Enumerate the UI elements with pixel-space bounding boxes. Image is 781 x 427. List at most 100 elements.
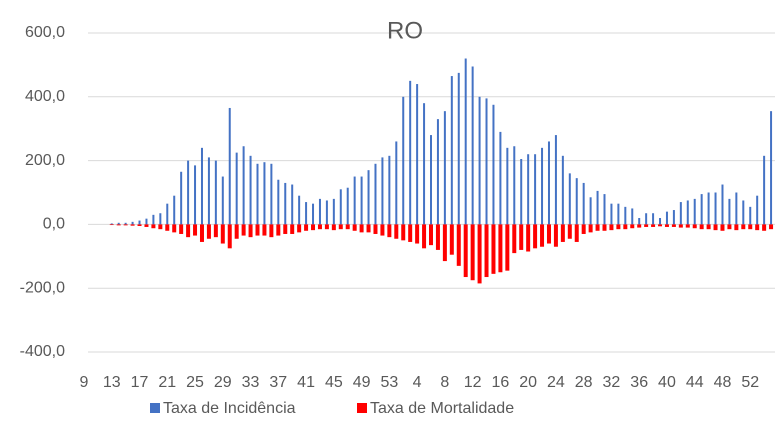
bar	[220, 224, 225, 244]
bar	[491, 224, 496, 274]
x-tick-label: 13	[103, 374, 121, 391]
bar	[692, 224, 697, 229]
bar	[325, 200, 328, 225]
bar	[742, 200, 745, 225]
bar	[394, 224, 399, 239]
x-tick-label: 17	[131, 374, 149, 391]
bar	[187, 160, 190, 225]
bar	[152, 214, 155, 225]
bar	[255, 224, 260, 236]
bar	[241, 224, 246, 236]
bar	[317, 224, 322, 230]
bar	[367, 170, 370, 225]
bar	[763, 155, 766, 225]
bar	[720, 224, 725, 231]
bar	[206, 224, 211, 239]
x-tick-label: 24	[547, 374, 565, 391]
bar	[470, 224, 475, 281]
bar	[199, 224, 204, 242]
bar	[331, 224, 336, 231]
bar	[762, 224, 767, 231]
y-tick-label: 0,0	[43, 216, 65, 233]
bar	[248, 224, 253, 238]
bar	[658, 224, 663, 227]
bar	[624, 206, 627, 225]
bar	[234, 224, 239, 239]
bar	[672, 210, 675, 225]
x-tick-label: 16	[492, 374, 510, 391]
bar	[540, 224, 545, 247]
bar	[270, 163, 273, 225]
bar	[221, 176, 224, 225]
bar	[561, 155, 564, 225]
bar	[610, 203, 613, 225]
x-tick-label: 32	[603, 374, 621, 391]
bar	[512, 224, 517, 254]
bar	[679, 202, 682, 225]
bar	[324, 224, 329, 230]
bar	[616, 224, 621, 230]
bar	[471, 66, 474, 225]
bar	[541, 147, 544, 225]
bar	[408, 224, 413, 242]
bar	[596, 190, 599, 225]
bar	[664, 224, 669, 227]
bar	[623, 224, 628, 230]
bar	[727, 224, 732, 230]
bar	[526, 224, 531, 252]
bar	[416, 84, 419, 225]
bar	[769, 224, 774, 230]
bar	[533, 224, 538, 249]
bar	[575, 178, 578, 225]
bar	[339, 189, 342, 225]
legend-marker	[357, 403, 367, 413]
bar	[158, 224, 163, 230]
y-tick-label: -400,0	[20, 343, 65, 360]
bar	[665, 211, 668, 225]
bar	[652, 213, 655, 225]
bar	[415, 224, 420, 244]
bar	[609, 224, 614, 231]
x-tick-label: 49	[353, 374, 371, 391]
bar	[373, 224, 378, 234]
bar	[409, 80, 412, 225]
x-tick-label: 40	[658, 374, 676, 391]
bar	[770, 111, 773, 225]
bar	[644, 224, 649, 227]
bar	[366, 224, 371, 233]
bar	[353, 176, 356, 225]
x-tick-label: 8	[440, 374, 449, 391]
bar	[374, 163, 377, 225]
bar	[291, 184, 294, 225]
bar	[123, 224, 128, 226]
bar	[553, 224, 558, 247]
x-tick-label: 12	[464, 374, 482, 391]
bar	[436, 119, 439, 225]
bar	[505, 224, 510, 271]
bar	[749, 206, 752, 225]
bar	[714, 192, 717, 225]
bar	[756, 195, 759, 225]
bar	[588, 224, 593, 233]
x-tick-label: 33	[242, 374, 260, 391]
bar	[534, 154, 537, 225]
y-tick-label: 600,0	[25, 24, 65, 41]
bar	[686, 200, 689, 225]
bar	[707, 192, 710, 225]
bar	[297, 224, 302, 233]
bar	[262, 224, 267, 236]
bar	[263, 162, 266, 225]
x-tick-label: 52	[741, 374, 759, 391]
bar	[706, 224, 711, 230]
x-tick-label: 21	[158, 374, 176, 391]
bar	[124, 222, 127, 225]
legend-marker	[150, 403, 160, 413]
bar	[298, 195, 301, 225]
bar	[617, 203, 620, 225]
bar	[138, 220, 141, 225]
bar	[547, 141, 550, 225]
bar	[554, 135, 557, 225]
bar	[130, 224, 135, 226]
